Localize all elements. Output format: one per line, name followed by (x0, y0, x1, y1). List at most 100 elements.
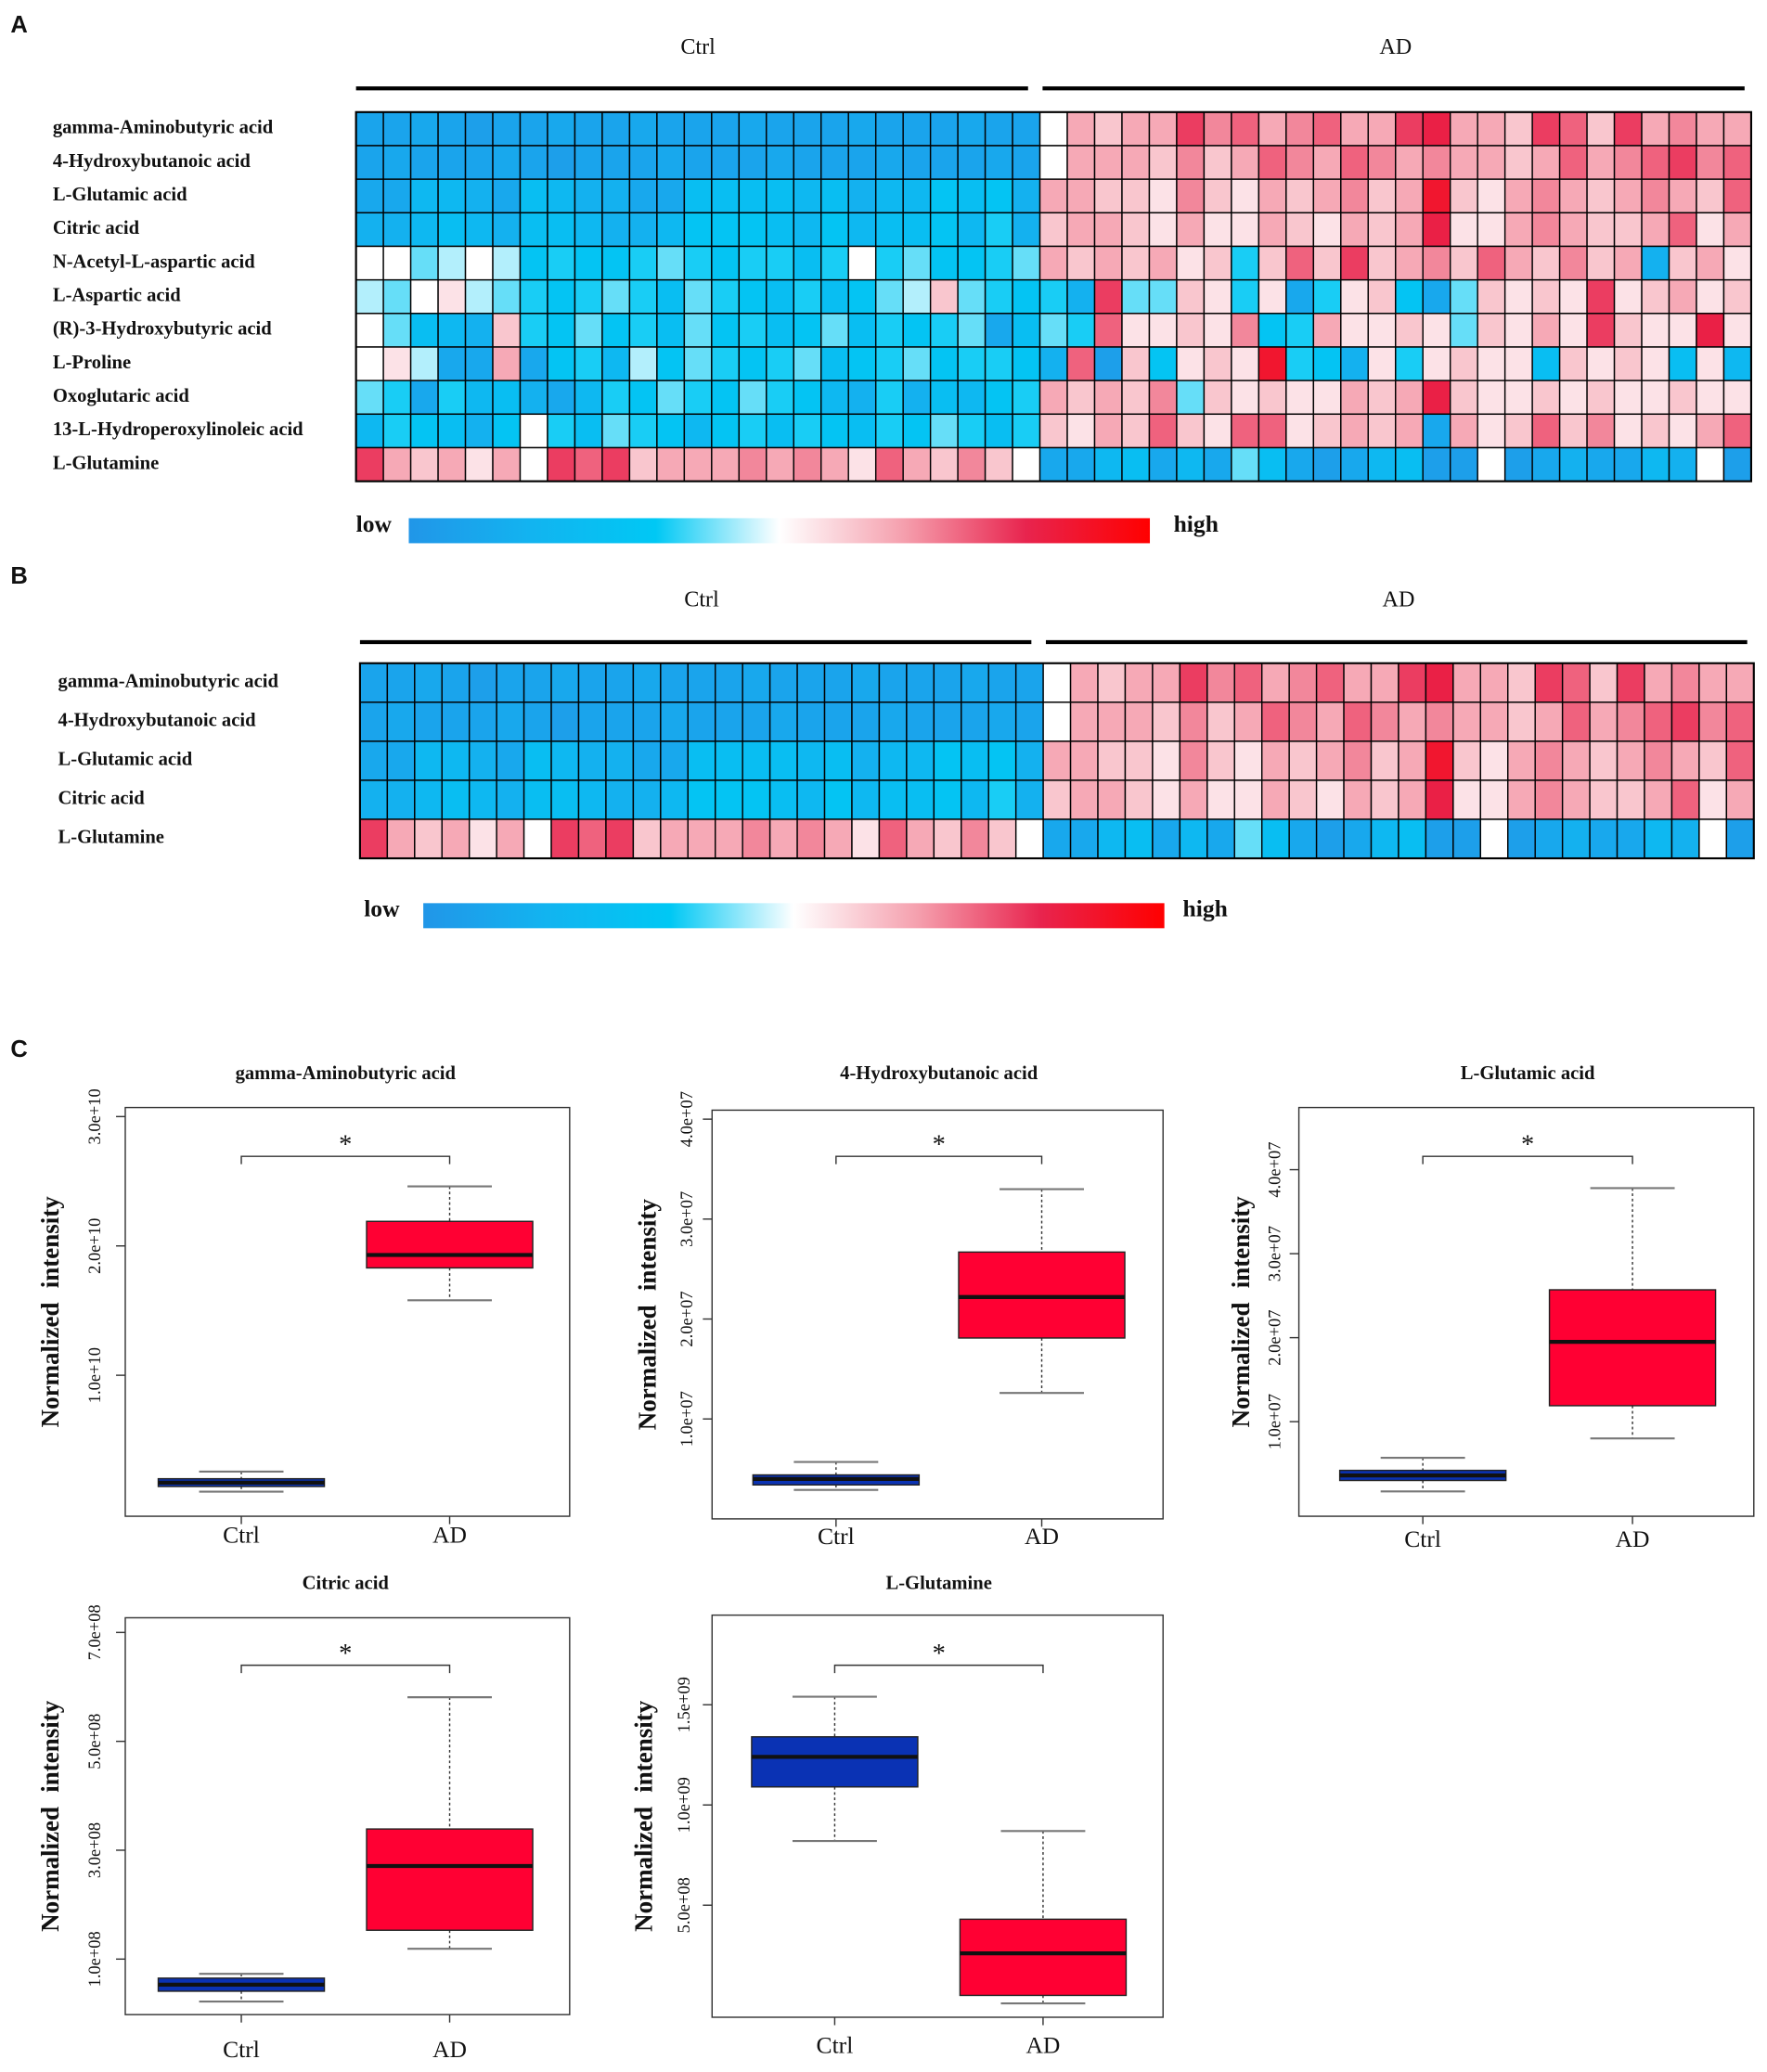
heatmap-cell (902, 380, 932, 416)
color-bar (408, 518, 1151, 544)
heatmap-cell (437, 111, 467, 147)
heatmap-cell (1644, 818, 1673, 859)
heatmap-cell (1503, 245, 1533, 281)
heatmap-cell (1233, 740, 1263, 781)
x-tick-label: AD (432, 1522, 467, 1549)
heatmap-cell (1452, 663, 1482, 703)
heatmap-cell (1722, 446, 1752, 483)
heatmap-cell (1395, 145, 1424, 180)
heatmap-cell (386, 740, 416, 781)
heatmap-cell (1312, 111, 1342, 147)
heatmap-cell (1014, 701, 1044, 742)
heatmap-cell (1722, 313, 1752, 348)
heatmap-cell (464, 178, 494, 214)
heatmap-cell (1258, 245, 1287, 281)
heatmap-cell (1452, 818, 1482, 859)
heatmap-cell (766, 111, 794, 147)
significance-mark: * (339, 1131, 352, 1160)
heatmap-cell (1042, 701, 1072, 742)
group-label: AD (1383, 587, 1415, 612)
heatmap-cell (1231, 245, 1260, 281)
heatmap-cell (793, 278, 822, 315)
heatmap-cell (711, 313, 741, 348)
heatmap-cell (820, 111, 849, 147)
heatmap-cell (711, 413, 741, 449)
heatmap-cell (601, 212, 631, 248)
heatmap-cell (1038, 245, 1068, 281)
heatmap-cell (1148, 111, 1178, 147)
heatmap-cell (1725, 740, 1755, 781)
heatmap-cell (1531, 380, 1561, 416)
heatmap-cell (1179, 701, 1208, 742)
heatmap-cell (355, 245, 384, 281)
heatmap-cell (519, 178, 548, 214)
heatmap-cell (601, 178, 631, 214)
heatmap-cell (874, 313, 904, 348)
heatmap-cell (1668, 313, 1697, 348)
heatmap-cell (1641, 178, 1670, 214)
heatmap-cell (1722, 111, 1752, 147)
heatmap-cell (441, 779, 471, 820)
heatmap-cell (878, 701, 908, 742)
heatmap-cell (793, 446, 822, 483)
box (1548, 1289, 1717, 1407)
heatmap-cell (1586, 278, 1616, 315)
heatmap-cell (468, 818, 497, 859)
heatmap-cell (382, 446, 412, 483)
heatmap-cell (1422, 346, 1451, 381)
heatmap-cell (1670, 701, 1700, 742)
heatmap-cell (492, 145, 522, 180)
heatmap-cell (464, 278, 494, 315)
heatmap-cell (1586, 413, 1616, 449)
heatmap-cell (793, 413, 822, 449)
heatmap-cell (851, 779, 881, 820)
heatmap-cell (874, 245, 904, 281)
heatmap-cell (1066, 380, 1096, 416)
heatmap-cell (1148, 446, 1178, 483)
heatmap-cell (715, 740, 743, 781)
heatmap-cell (1093, 278, 1123, 315)
heatmap-cell (601, 278, 631, 315)
heatmap-cell (1285, 245, 1315, 281)
heatmap-cell (902, 346, 932, 381)
heatmap-cell (1179, 663, 1208, 703)
heatmap-cell (1558, 446, 1588, 483)
heatmap-cell (1534, 740, 1564, 781)
heatmap-cell (577, 740, 607, 781)
heatmap-cell (1668, 178, 1697, 214)
heatmap-cell (902, 413, 932, 449)
heatmap-cell (1616, 740, 1645, 781)
plot-title: 4-Hydroxybutanoic acid (840, 1063, 1038, 1084)
heatmap-cell (715, 701, 743, 742)
heatmap-cell (793, 145, 822, 180)
heatmap-cell (711, 145, 741, 180)
heatmap-cell (1613, 278, 1643, 315)
heatmap-cell (683, 313, 713, 348)
heatmap-cell (1340, 212, 1369, 248)
heatmap-cell (1148, 346, 1178, 381)
heatmap-cell (1452, 701, 1482, 742)
heatmap-cell (1152, 663, 1181, 703)
heatmap-cell (984, 245, 1013, 281)
heatmap-cell (601, 413, 631, 449)
heatmap-cell (742, 701, 771, 742)
heatmap-cell (1176, 380, 1206, 416)
heatmap-cell (1725, 818, 1755, 859)
heatmap-cell (1258, 278, 1287, 315)
heatmap-cell (1176, 446, 1206, 483)
heatmap-cell (1340, 446, 1369, 483)
heatmap-cell (711, 245, 741, 281)
heatmap-cell (820, 245, 849, 281)
heatmap-cell (1038, 278, 1068, 315)
heatmap-cell (1367, 313, 1397, 348)
box (751, 1736, 919, 1788)
heatmap-cell (409, 278, 439, 315)
heatmap-cell (793, 346, 822, 381)
y-tick-label: 5.0e+08 (85, 1714, 104, 1770)
y-tick-label: 5.0e+08 (675, 1877, 693, 1933)
y-tick-label: 1.0e+07 (1266, 1394, 1284, 1449)
heatmap-cell (660, 701, 689, 742)
heatmap-cell (628, 413, 658, 449)
heatmap-cell (1206, 818, 1235, 859)
heatmap-cell (1066, 278, 1096, 315)
